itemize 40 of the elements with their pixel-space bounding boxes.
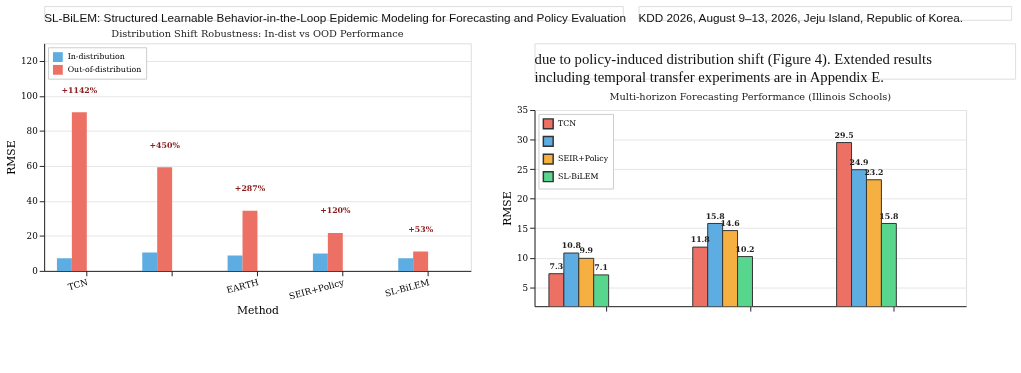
legend-label: Out-of-distribution xyxy=(67,64,142,74)
x-axis-title: Method xyxy=(236,304,280,318)
y-tick-label: 35 xyxy=(516,105,529,116)
bar xyxy=(242,210,258,271)
y-axis-title: RMSE xyxy=(5,140,19,175)
bar xyxy=(56,258,72,271)
y-tick-label: 15 xyxy=(516,223,529,234)
x-tick-label: TCN xyxy=(66,277,90,293)
bar xyxy=(398,258,414,271)
bar xyxy=(312,253,328,271)
y-tick-label: 80 xyxy=(26,126,39,137)
y-tick-label: 100 xyxy=(20,91,39,102)
x-tick-label: EARTH xyxy=(225,277,261,296)
y-tick-label: 25 xyxy=(516,164,529,175)
y-axis-title: RMSE xyxy=(501,191,515,226)
legend-label: SEIR+Policy xyxy=(558,154,609,164)
chart-title: Distribution Shift Robustness: In-dist vs OOD Performance xyxy=(111,28,404,40)
bar xyxy=(142,252,158,271)
chart-title: Multi-horizon Forecasting Performance (Illinois Schools) xyxy=(609,91,892,103)
bar xyxy=(327,233,343,271)
legend-label: In-distribution xyxy=(67,52,125,62)
bar xyxy=(227,255,243,271)
text: KDD 2026, August 9–13, 2026, Jeju Island, Republic of Korea. xyxy=(638,10,964,24)
text: including temporal transfer experiments are in Appendix E. xyxy=(534,68,885,85)
legend-label: TCN xyxy=(558,118,577,128)
y-tick-label: 10 xyxy=(516,253,529,264)
y-tick-label: 40 xyxy=(26,196,39,207)
bar xyxy=(157,167,173,271)
y-tick-label: 20 xyxy=(516,194,529,205)
legend-label: SL-BiLEM xyxy=(558,171,599,181)
bar xyxy=(71,112,87,271)
y-tick-label: 120 xyxy=(20,56,39,67)
y-tick-label: 0 xyxy=(32,266,39,277)
text: SL-BiLEM: Structured Learnable Behavior-in-the-Loop Epidemic Modeling for Forecasting and Policy Evaluation xyxy=(44,10,627,24)
y-tick-label: 5 xyxy=(522,282,529,293)
y-tick-label: 30 xyxy=(516,135,529,146)
y-tick-label: 60 xyxy=(26,161,39,172)
y-tick-label: 20 xyxy=(26,231,39,242)
text: due to policy-induced distribution shift (Figure 4). Extended results xyxy=(534,50,933,68)
bar xyxy=(413,251,429,271)
